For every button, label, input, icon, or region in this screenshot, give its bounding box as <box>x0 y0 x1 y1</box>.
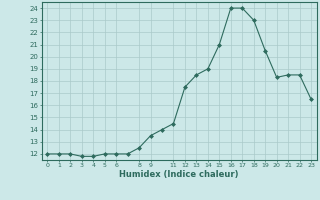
X-axis label: Humidex (Indice chaleur): Humidex (Indice chaleur) <box>119 170 239 179</box>
